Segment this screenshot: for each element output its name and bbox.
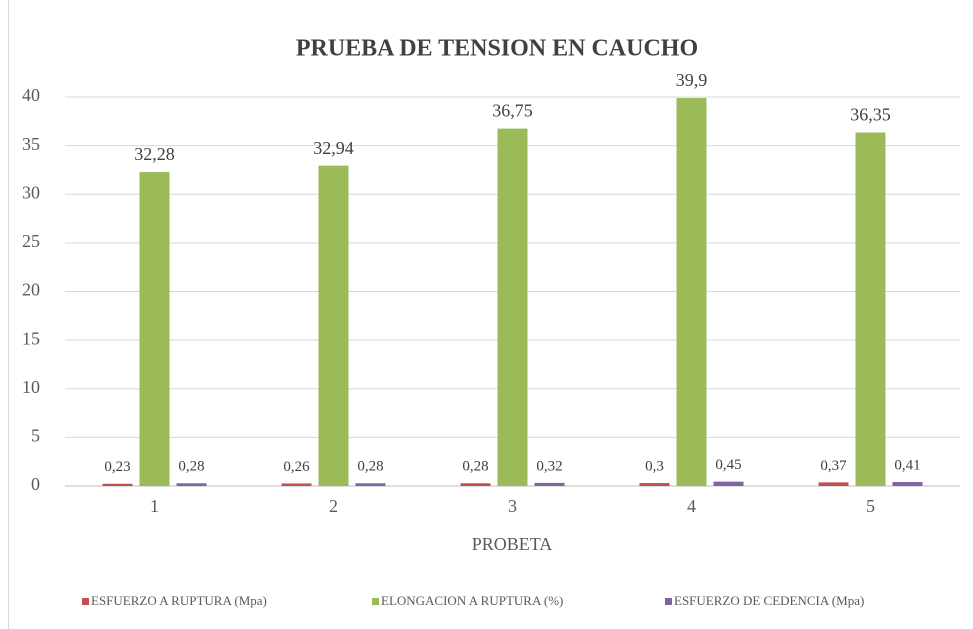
legend-swatch bbox=[665, 598, 672, 605]
bar bbox=[818, 482, 849, 486]
y-tick-label: 25 bbox=[22, 231, 40, 251]
y-tick-label: 15 bbox=[22, 328, 40, 348]
data-label: 0,37 bbox=[820, 458, 847, 474]
bar bbox=[460, 483, 491, 486]
bar bbox=[713, 481, 744, 486]
data-label: 0,32 bbox=[536, 458, 562, 474]
x-tick-label: 5 bbox=[866, 496, 875, 516]
data-label: 0,23 bbox=[104, 459, 130, 475]
data-label: 0,28 bbox=[357, 459, 383, 475]
data-label: 36,35 bbox=[850, 105, 891, 125]
y-tick-label: 35 bbox=[22, 134, 40, 154]
legend-label: ELONGACION A RUPTURA (%) bbox=[381, 593, 563, 608]
bar bbox=[139, 172, 170, 486]
bar bbox=[318, 165, 349, 486]
data-label: 36,75 bbox=[492, 101, 533, 121]
y-tick-label: 10 bbox=[22, 377, 40, 397]
y-tick-label: 5 bbox=[31, 426, 40, 446]
data-label: 0,28 bbox=[462, 459, 488, 475]
bar bbox=[855, 132, 886, 486]
bar bbox=[639, 483, 670, 486]
data-label: 0,26 bbox=[283, 459, 310, 475]
y-tick-label: 40 bbox=[22, 85, 40, 105]
bar bbox=[534, 482, 565, 486]
data-label: 0,3 bbox=[645, 459, 664, 475]
x-tick-label: 1 bbox=[150, 496, 159, 516]
data-label: 0,28 bbox=[178, 459, 204, 475]
data-label: 0,45 bbox=[715, 457, 741, 473]
bar bbox=[102, 483, 133, 486]
x-tick-label: 4 bbox=[687, 496, 696, 516]
bar bbox=[176, 483, 207, 486]
data-label: 32,28 bbox=[134, 144, 175, 164]
data-label: 0,41 bbox=[894, 457, 920, 473]
legend-swatch bbox=[372, 598, 379, 605]
bar bbox=[281, 483, 312, 486]
bar bbox=[497, 128, 528, 486]
bar bbox=[892, 482, 923, 486]
bar bbox=[676, 97, 707, 486]
legend-label: ESFUERZO DE CEDENCIA (Mpa) bbox=[674, 593, 864, 608]
y-tick-label: 0 bbox=[31, 474, 40, 494]
legend-swatch bbox=[82, 598, 89, 605]
y-tick-label: 20 bbox=[22, 280, 40, 300]
data-label: 39,9 bbox=[676, 70, 708, 90]
x-tick-label: 3 bbox=[508, 496, 517, 516]
chart-title: PRUEBA DE TENSION EN CAUCHO bbox=[296, 36, 698, 62]
legend-label: ESFUERZO A RUPTURA (Mpa) bbox=[91, 593, 267, 608]
x-axis-title: PROBETA bbox=[472, 534, 553, 554]
x-tick-label: 2 bbox=[329, 496, 338, 516]
y-tick-label: 30 bbox=[22, 182, 40, 202]
data-label: 32,94 bbox=[313, 138, 354, 158]
bar bbox=[355, 483, 386, 486]
